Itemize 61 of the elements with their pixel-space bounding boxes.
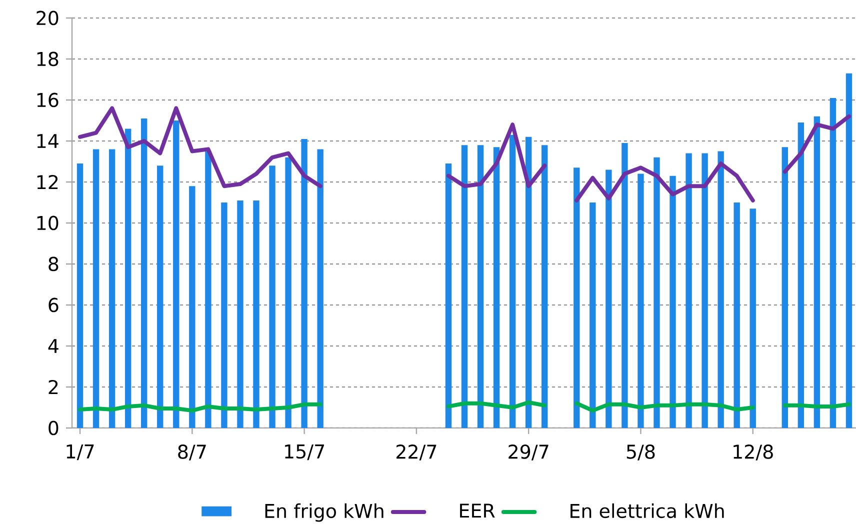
bar xyxy=(124,128,132,428)
bar xyxy=(221,202,228,428)
bar xyxy=(638,174,644,428)
y-tick-label: 12 xyxy=(37,174,58,190)
legend-label: EER xyxy=(460,504,495,518)
bar xyxy=(92,149,100,428)
x-tick-label: 5/8 xyxy=(626,444,655,460)
bar xyxy=(205,151,212,428)
bar xyxy=(285,157,292,428)
bar xyxy=(173,120,180,428)
bar xyxy=(814,116,820,428)
y-tick-label: 10 xyxy=(37,216,58,230)
x-tick-label: 15/7 xyxy=(285,444,324,460)
y-tick-label: 4 xyxy=(48,339,58,353)
bar xyxy=(622,143,628,428)
x-tick-label: 22/7 xyxy=(396,444,436,460)
bar xyxy=(493,147,500,428)
y-tick-label: 8 xyxy=(48,256,58,272)
bar xyxy=(108,149,116,428)
bar xyxy=(237,200,244,428)
bar xyxy=(670,176,676,428)
bar xyxy=(718,151,724,428)
x-tick-label: 29/7 xyxy=(508,444,548,460)
x-tick-label: 12/8 xyxy=(734,444,773,460)
x-tick-label: 8/7 xyxy=(178,444,206,460)
bar xyxy=(461,145,468,428)
bar xyxy=(686,153,692,428)
bar xyxy=(509,134,516,428)
bar xyxy=(798,122,804,428)
y-tick-label: 20 xyxy=(36,10,58,26)
bar xyxy=(750,208,756,428)
bar xyxy=(76,164,84,428)
bar xyxy=(157,166,164,428)
bar xyxy=(782,147,788,428)
bar xyxy=(301,138,308,428)
x-tick-label: 1/7 xyxy=(66,444,94,460)
legend-label: En elettrica kWh xyxy=(570,503,724,518)
y-tick-label: 2 xyxy=(48,380,58,394)
bar xyxy=(269,166,276,428)
y-tick-label: 6 xyxy=(48,298,58,312)
bar xyxy=(830,98,836,428)
y-tick-label: 0 xyxy=(48,420,58,436)
bar xyxy=(654,157,660,428)
bar xyxy=(606,170,612,428)
y-tick-label: 18 xyxy=(37,52,58,66)
bar xyxy=(253,200,260,428)
bar xyxy=(542,145,548,428)
legend-label: En frigo kWh xyxy=(265,503,384,522)
y-tick-label: 16 xyxy=(37,92,58,108)
bar xyxy=(141,118,148,428)
bar xyxy=(702,153,708,428)
bar xyxy=(317,149,324,428)
bar xyxy=(477,145,484,428)
bar xyxy=(734,202,740,428)
y-tick-label: 14 xyxy=(37,134,58,148)
bar xyxy=(574,168,580,428)
bar xyxy=(525,136,532,428)
bar xyxy=(189,186,196,428)
bar xyxy=(846,73,852,428)
bar xyxy=(445,164,452,428)
bar xyxy=(590,202,596,428)
